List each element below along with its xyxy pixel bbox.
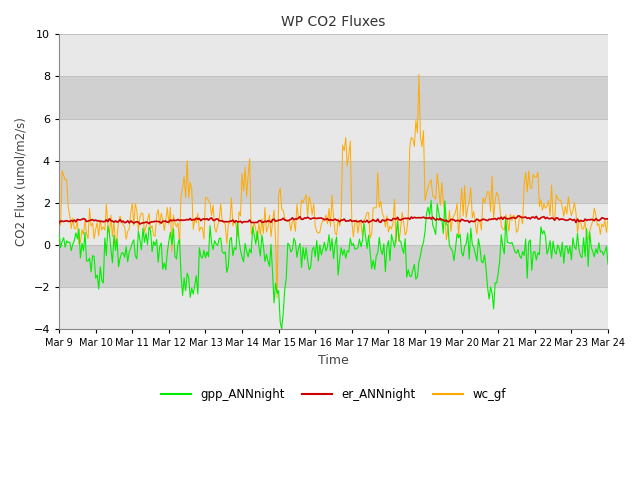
Legend: gpp_ANNnight, er_ANNnight, wc_gf: gpp_ANNnight, er_ANNnight, wc_gf — [157, 383, 511, 406]
Text: WP_processed: WP_processed — [0, 479, 1, 480]
Bar — [59, 245, 608, 287]
Bar — [59, 161, 608, 203]
Y-axis label: CO2 Flux (umol/m2/s): CO2 Flux (umol/m2/s) — [15, 117, 28, 246]
Bar — [59, 76, 608, 119]
Bar — [59, 287, 608, 329]
Bar — [59, 35, 608, 76]
Title: WP CO2 Fluxes: WP CO2 Fluxes — [282, 15, 386, 29]
X-axis label: Time: Time — [318, 354, 349, 367]
Bar — [59, 203, 608, 245]
Bar — [59, 119, 608, 161]
